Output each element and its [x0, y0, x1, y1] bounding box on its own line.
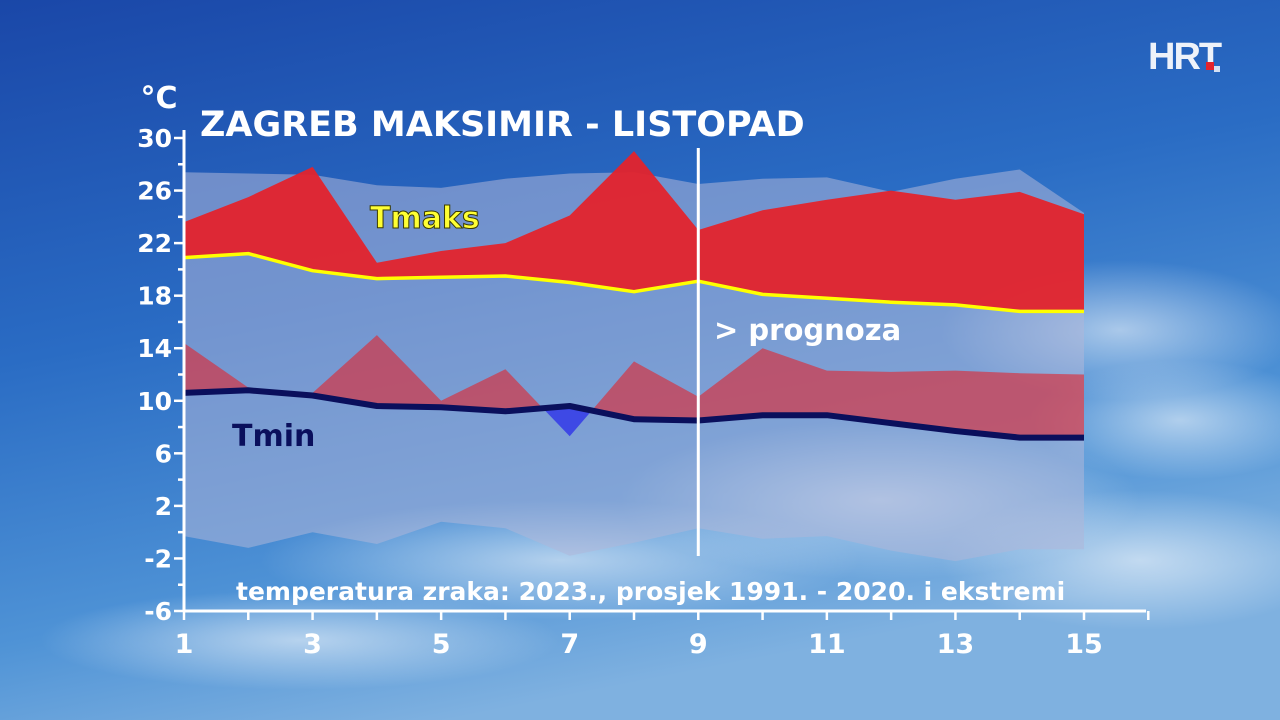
- x-tick-label: 9: [689, 629, 708, 660]
- x-tick-label: 11: [808, 629, 846, 660]
- y-tick-label: 10: [137, 387, 172, 416]
- chart-title: ZAGREB MAKSIMIR - LISTOPAD: [200, 105, 805, 145]
- y-tick-label: 14: [137, 334, 172, 363]
- x-tick-label: 15: [1065, 629, 1103, 660]
- y-tick-label: 2: [155, 492, 172, 521]
- chart-subtitle: temperatura zraka: 2023., prosjek 1991. …: [236, 577, 1065, 606]
- x-tick-label: 13: [937, 629, 975, 660]
- y-tick-label: 22: [137, 229, 172, 258]
- y-tick-label: 6: [155, 439, 172, 468]
- max-above-average-area: [184, 151, 1084, 312]
- y-tick-label: 26: [137, 177, 172, 206]
- legend-tmin: Tmin: [232, 419, 315, 454]
- min-above-average-area: [184, 335, 1084, 438]
- y-tick-label: -6: [144, 597, 172, 626]
- y-axis-unit: °C: [140, 81, 177, 116]
- x-tick-label: 1: [175, 629, 194, 660]
- legend-tmaks: Tmaks: [370, 201, 480, 236]
- x-tick-label: 3: [303, 629, 322, 660]
- x-tick-label: 7: [560, 629, 579, 660]
- y-tick-label: 18: [137, 282, 172, 311]
- hrt-logo: HRT: [1148, 36, 1224, 78]
- series-line-tmin: [183, 387, 1084, 441]
- hrt-logo-text: HRT: [1148, 36, 1222, 74]
- hrt-logo-icon: HRT: [1148, 36, 1224, 78]
- series-line-tmaks: [183, 251, 1084, 314]
- y-tick-label: -2: [144, 544, 172, 573]
- forecast-label: > prognoza: [714, 313, 901, 347]
- x-tick-label: 5: [432, 629, 451, 660]
- y-tick-label: 30: [137, 124, 172, 153]
